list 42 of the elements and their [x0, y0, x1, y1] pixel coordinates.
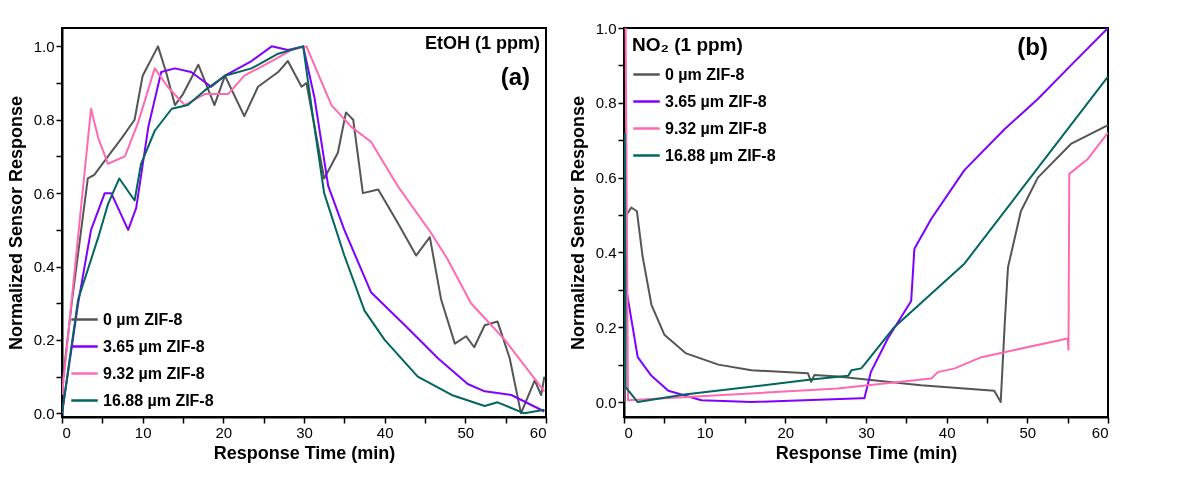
x-tick-label: 0: [624, 423, 633, 441]
x-axis-title: Response Time (min): [775, 442, 958, 463]
legend-title: NO₂ (1 ppm): [632, 34, 743, 55]
y-tick-label: 0.8: [595, 94, 617, 112]
annotation: (a): [500, 63, 530, 90]
y-tick-label: 0.6: [595, 169, 617, 187]
x-tick-label: 40: [376, 423, 394, 441]
y-tick-label: 0.2: [595, 318, 617, 336]
legend-label: 3.65 µm ZIF-8: [103, 337, 205, 355]
x-tick-label: 10: [134, 423, 152, 441]
x-tick-label: 60: [1091, 423, 1109, 441]
legend-label: 0 µm ZIF-8: [103, 310, 183, 328]
x-tick-label: 0: [62, 423, 71, 441]
y-tick-label: 0.8: [33, 111, 55, 129]
y-tick-label: 1.0: [33, 37, 55, 55]
y-tick-label: 0.4: [33, 258, 55, 276]
y-tick-label: 0.6: [33, 184, 55, 202]
y-tick-label: 0.2: [33, 331, 55, 349]
legend-label: 3.65 µm ZIF-8: [665, 92, 767, 110]
x-tick-label: 20: [215, 423, 233, 441]
x-tick-label: 40: [938, 423, 956, 441]
legend-label: 16.88 µm ZIF-8: [665, 146, 776, 164]
x-tick-label: 10: [696, 423, 714, 441]
annotation: (b): [1017, 33, 1048, 60]
x-tick-label: 50: [457, 423, 475, 441]
y-tick-label: 0.0: [595, 393, 617, 411]
legend-label: 9.32 µm ZIF-8: [103, 364, 205, 382]
x-tick-label: 50: [1019, 423, 1037, 441]
x-axis-title: Response Time (min): [213, 442, 396, 463]
y-tick-label: 1.0: [595, 19, 617, 37]
annotation: EtOH (1 ppm): [425, 33, 540, 53]
y-tick-label: 0.4: [595, 243, 617, 261]
x-tick-label: 60: [529, 423, 547, 441]
legend-label: 9.32 µm ZIF-8: [665, 119, 767, 137]
legend-label: 16.88 µm ZIF-8: [103, 391, 214, 409]
y-tick-label: 0.0: [33, 404, 55, 422]
x-tick-label: 30: [296, 423, 313, 441]
y-axis-title: Normalized Sensor Response: [567, 95, 588, 351]
x-tick-label: 30: [858, 423, 875, 441]
x-tick-label: 20: [777, 423, 795, 441]
y-axis-title: Normalized Sensor Response: [5, 95, 26, 351]
legend-label: 0 µm ZIF-8: [665, 65, 745, 83]
